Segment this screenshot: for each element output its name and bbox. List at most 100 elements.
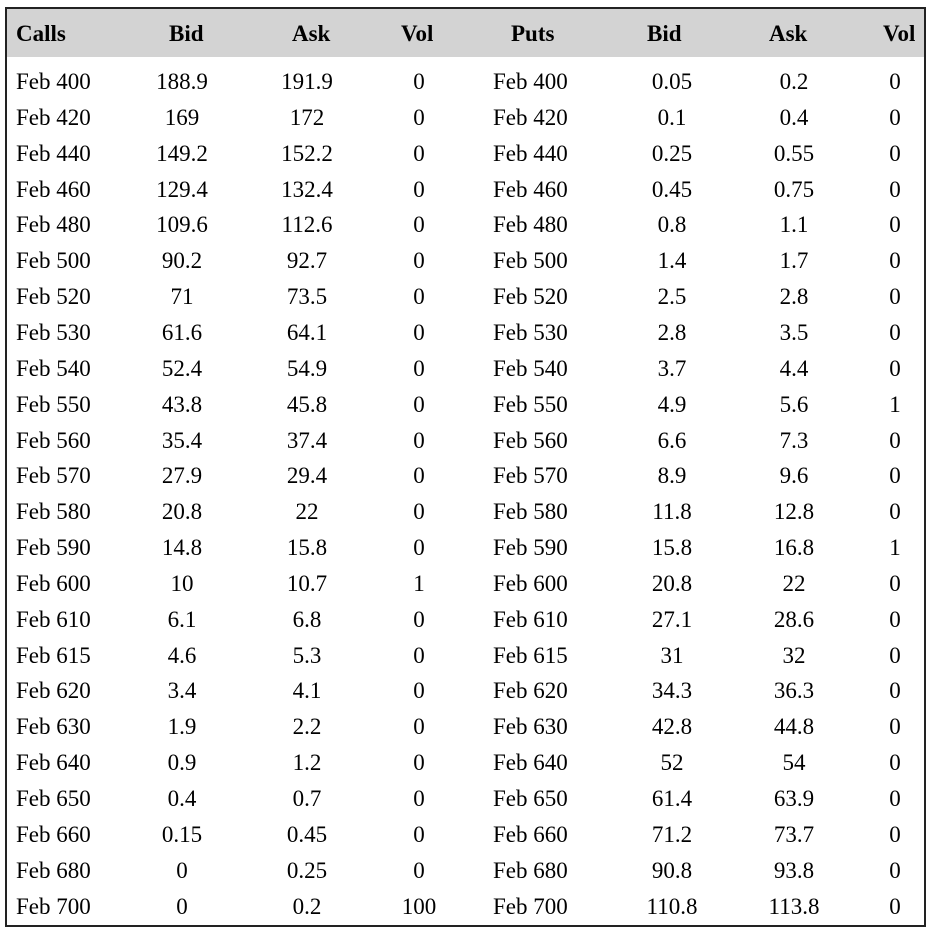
call-ask-cell: 5.3 <box>292 642 322 668</box>
put-bid-cell: 0.25 <box>651 140 693 166</box>
put-vol-cell: 0 <box>889 319 901 345</box>
put-bid-cell: 6.6 <box>657 427 687 453</box>
put-vol-cell: 0 <box>889 140 901 166</box>
call-vol-cell: 0 <box>413 319 425 345</box>
put-bid-cell: 0.05 <box>651 69 693 94</box>
put-ask-cell: 7.3 <box>779 427 809 453</box>
call-vol-cell: 0 <box>413 750 425 776</box>
table-row: Feb 530 61.6 64.1 0 Feb 530 2.8 3.5 0 <box>7 318 924 354</box>
table-row: Feb 640 0.9 1.2 0 Feb 640 52 54 0 <box>7 748 924 784</box>
table-row: Feb 570 27.9 29.4 0 Feb 570 8.9 9.6 0 <box>7 461 924 497</box>
call-ask-cell: 112.6 <box>281 212 333 238</box>
call-vol-cell: 0 <box>413 212 425 238</box>
call-strike-cell: Feb 560 <box>16 427 91 453</box>
call-ask-cell: 1.2 <box>292 750 322 776</box>
put-ask-cell: 0.55 <box>773 140 815 166</box>
put-vol-cell: 0 <box>889 355 901 381</box>
table-row: Feb 500 90.2 92.7 0 Feb 500 1.4 1.7 0 <box>7 246 924 282</box>
put-ask-cell: 0.4 <box>779 104 809 130</box>
put-strike-cell: Feb 615 <box>493 642 568 668</box>
header-puts: Puts <box>511 21 555 46</box>
call-vol-cell: 0 <box>413 535 425 561</box>
call-bid-cell: 4.6 <box>167 642 197 668</box>
put-bid-cell: 15.8 <box>651 535 693 561</box>
call-ask-cell: 37.4 <box>286 427 328 453</box>
put-bid-cell: 71.2 <box>651 821 693 847</box>
put-bid-cell: 42.8 <box>651 714 693 740</box>
call-vol-cell: 0 <box>413 714 425 740</box>
table-row: Feb 600 10 10.7 1 Feb 600 20.8 22 0 <box>7 569 924 605</box>
call-vol-cell: 0 <box>413 355 425 381</box>
put-strike-cell: Feb 480 <box>493 212 568 238</box>
call-vol-cell: 0 <box>413 176 425 202</box>
call-strike-cell: Feb 580 <box>16 499 91 525</box>
put-strike-cell: Feb 580 <box>493 499 568 525</box>
put-vol-cell: 0 <box>889 893 901 919</box>
put-vol-cell: 1 <box>889 391 901 417</box>
put-ask-cell: 1.7 <box>779 248 809 274</box>
put-ask-cell: 4.4 <box>779 355 809 381</box>
call-bid-cell: 0.4 <box>167 786 197 811</box>
call-bid-cell: 61.6 <box>161 319 203 345</box>
put-ask-cell: 32 <box>782 642 806 668</box>
put-ask-cell: 54 <box>782 750 806 776</box>
put-vol-cell: 0 <box>889 786 901 811</box>
call-ask-cell: 0.7 <box>292 786 322 811</box>
put-ask-cell: 22 <box>782 570 806 596</box>
header-put-ask: Ask <box>769 21 808 46</box>
call-strike-cell: Feb 650 <box>16 786 91 811</box>
call-ask-cell: 2.2 <box>292 714 322 740</box>
call-strike-cell: Feb 520 <box>16 284 91 310</box>
put-vol-cell: 0 <box>889 248 901 274</box>
call-strike-cell: Feb 640 <box>16 750 91 776</box>
call-strike-cell: Feb 590 <box>16 535 91 561</box>
call-strike-cell: Feb 500 <box>16 248 91 274</box>
put-strike-cell: Feb 460 <box>493 176 568 202</box>
call-bid-cell: 0.15 <box>161 821 203 847</box>
put-bid-cell: 27.1 <box>651 606 693 632</box>
put-strike-cell: Feb 530 <box>493 319 568 345</box>
put-ask-cell: 2.8 <box>779 284 809 310</box>
put-bid-cell: 0.8 <box>657 212 687 238</box>
put-bid-cell: 31 <box>660 642 684 668</box>
call-bid-cell: 71 <box>170 284 194 310</box>
call-vol-cell: 0 <box>413 248 425 274</box>
put-ask-cell: 3.5 <box>779 319 809 345</box>
call-vol-cell: 0 <box>413 69 425 94</box>
call-strike-cell: Feb 620 <box>16 678 91 704</box>
put-ask-cell: 0.2 <box>779 69 809 94</box>
header-call-vol: Vol <box>401 21 434 46</box>
call-ask-cell: 0.25 <box>286 857 328 883</box>
call-ask-cell: 10.7 <box>286 570 328 596</box>
table-row: Feb 610 6.1 6.8 0 Feb 610 27.1 28.6 0 <box>7 605 924 641</box>
put-strike-cell: Feb 630 <box>493 714 568 740</box>
put-bid-cell: 1.4 <box>657 248 687 274</box>
call-ask-cell: 172 <box>289 104 325 130</box>
call-bid-cell: 169 <box>164 104 200 130</box>
call-ask-cell: 92.7 <box>286 248 328 274</box>
call-ask-cell: 15.8 <box>286 535 328 561</box>
call-ask-cell: 29.4 <box>286 463 328 489</box>
call-strike-cell: Feb 460 <box>16 176 91 202</box>
header-call-ask: Ask <box>292 21 331 46</box>
table-row: Feb 550 43.8 45.8 0 Feb 550 4.9 5.6 1 <box>7 390 924 426</box>
call-bid-cell: 188.9 <box>156 69 208 94</box>
put-vol-cell: 0 <box>889 857 901 883</box>
put-strike-cell: Feb 440 <box>493 140 568 166</box>
put-strike-cell: Feb 550 <box>493 391 568 417</box>
call-vol-cell: 0 <box>413 427 425 453</box>
call-strike-cell: Feb 615 <box>16 642 91 668</box>
call-vol-cell: 0 <box>413 391 425 417</box>
put-bid-cell: 8.9 <box>657 463 687 489</box>
call-bid-cell: 90.2 <box>161 248 203 274</box>
call-strike-cell: Feb 550 <box>16 391 91 417</box>
call-ask-cell: 22 <box>295 499 319 525</box>
put-vol-cell: 1 <box>889 535 901 561</box>
call-ask-cell: 0.2 <box>292 893 322 919</box>
put-strike-cell: Feb 570 <box>493 463 568 489</box>
header-put-bid: Bid <box>647 21 682 46</box>
table-row: Feb 460 129.4 132.4 0 Feb 460 0.45 0.75 0 <box>7 175 924 211</box>
table-header: Calls Bid Ask Vol Puts Bid Ask Vol <box>7 9 924 57</box>
header-call-bid: Bid <box>169 21 204 46</box>
call-strike-cell: Feb 630 <box>16 714 91 740</box>
